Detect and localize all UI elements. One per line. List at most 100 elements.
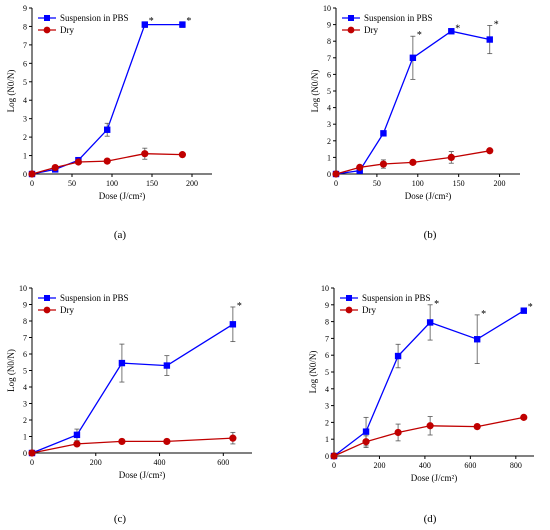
data-point xyxy=(163,437,171,446)
y-tick-label: 8 xyxy=(23,22,27,31)
x-tick-label: 50 xyxy=(68,179,76,188)
legend-item-dry: Dry xyxy=(38,305,74,315)
y-tick-label: 1 xyxy=(325,435,329,444)
panel-label-c: (c) xyxy=(114,513,127,525)
x-axis-title: Dose (J/cm²) xyxy=(99,191,145,201)
series-suspension-pbs: * * * xyxy=(330,299,533,460)
y-tick-label: 10 xyxy=(19,284,27,293)
significance-star: * xyxy=(417,30,422,41)
legend-label: Dry xyxy=(60,25,74,35)
y-tick-label: 3 xyxy=(327,120,331,129)
data-point xyxy=(362,438,370,446)
series-line xyxy=(333,416,524,457)
significance-star: * xyxy=(455,24,460,35)
x-tick-label: 0 xyxy=(334,179,338,188)
x-tick-label: 200 xyxy=(494,179,506,188)
legend-label: Suspension in PBS xyxy=(362,293,431,303)
y-tick-label: 5 xyxy=(325,368,329,377)
data-point xyxy=(520,413,528,421)
series-line xyxy=(333,310,525,457)
y-tick-label: 3 xyxy=(23,400,27,409)
y-tick-label: 9 xyxy=(325,301,329,310)
y-tick-label: 5 xyxy=(23,78,27,87)
y-tick-label: 5 xyxy=(327,87,331,96)
legend-marker xyxy=(346,295,352,301)
data-point xyxy=(486,36,493,43)
y-tick-label: 8 xyxy=(327,37,331,46)
data-point xyxy=(362,428,370,435)
series-line xyxy=(335,150,490,175)
significance-star: * xyxy=(149,16,154,27)
y-tick-label: 9 xyxy=(23,301,27,310)
y-tick-label: 3 xyxy=(23,115,27,124)
data-point xyxy=(73,431,81,439)
y-tick-label: 2 xyxy=(23,416,27,425)
y-axis-title: Log (N0/N) xyxy=(310,70,320,113)
panel-label-a: (a) xyxy=(114,229,127,241)
data-point xyxy=(141,150,149,158)
data-point xyxy=(28,170,36,178)
y-tick-label: 4 xyxy=(325,385,329,394)
y-tick-label: 8 xyxy=(23,317,27,326)
y-tick-label: 1 xyxy=(23,433,27,442)
panel-label-d: (d) xyxy=(424,513,437,525)
legend-item-suspension-pbs: Suspension in PBS xyxy=(38,13,129,23)
y-tick-label: 7 xyxy=(23,334,27,343)
y-tick-label: 0 xyxy=(23,170,27,179)
data-point xyxy=(486,147,494,155)
legend-item-dry: Dry xyxy=(38,25,74,35)
chart-panel-a: 0 1 2 3 4 5 6 7 8 9 0 50 100 150 200 Dose (J/cm²) Log (N… xyxy=(6,4,212,201)
y-tick-label: 6 xyxy=(327,70,331,79)
legend-label: Dry xyxy=(364,25,378,35)
x-tick-label: 0 xyxy=(30,458,34,467)
data-point xyxy=(141,21,148,28)
data-point xyxy=(447,153,455,161)
y-tick-label: 6 xyxy=(325,351,329,360)
legend-label: Dry xyxy=(362,305,376,315)
data-point xyxy=(448,28,455,35)
x-tick-label: 200 xyxy=(186,179,198,188)
x-tick-label: 200 xyxy=(373,461,385,470)
y-tick-label: 4 xyxy=(23,96,27,105)
data-point xyxy=(179,21,186,28)
legend-item-suspension-pbs: Suspension in PBS xyxy=(342,13,433,23)
data-point xyxy=(118,359,126,367)
y-tick-label: 0 xyxy=(23,449,27,458)
data-point xyxy=(28,449,36,457)
data-point xyxy=(73,440,81,448)
x-tick-label: 200 xyxy=(90,458,102,467)
data-point xyxy=(104,126,111,133)
series-dry xyxy=(28,147,186,178)
legend-marker xyxy=(348,15,354,21)
data-point xyxy=(332,170,340,178)
y-tick-label: 7 xyxy=(325,334,329,343)
data-point xyxy=(380,130,387,137)
y-tick-label: 3 xyxy=(325,402,329,411)
x-axis-title: Dose (J/cm²) xyxy=(405,191,451,201)
y-axis-title: Log (N0/N) xyxy=(308,351,318,394)
y-tick-label: 0 xyxy=(327,170,331,179)
legend-item-dry: Dry xyxy=(342,25,378,35)
data-point xyxy=(74,158,82,166)
significance-star: * xyxy=(434,299,439,310)
x-tick-label: 150 xyxy=(146,179,158,188)
legend-label: Dry xyxy=(60,305,74,315)
x-tick-label: 100 xyxy=(412,179,424,188)
y-axis-title: Log (N0/N) xyxy=(6,70,16,113)
y-tick-label: 4 xyxy=(327,104,331,113)
data-point xyxy=(426,319,434,326)
x-tick-label: 0 xyxy=(332,461,336,470)
x-tick-label: 600 xyxy=(217,458,229,467)
data-point xyxy=(229,321,237,328)
legend-label: Suspension in PBS xyxy=(60,293,129,303)
x-tick-label: 800 xyxy=(510,461,522,470)
series-dry xyxy=(332,147,494,178)
significance-star: * xyxy=(186,16,191,27)
y-tick-label: 5 xyxy=(23,367,27,376)
y-tick-label: 8 xyxy=(325,318,329,327)
data-point xyxy=(356,163,364,171)
legend-marker xyxy=(347,26,355,34)
data-point xyxy=(229,434,237,442)
